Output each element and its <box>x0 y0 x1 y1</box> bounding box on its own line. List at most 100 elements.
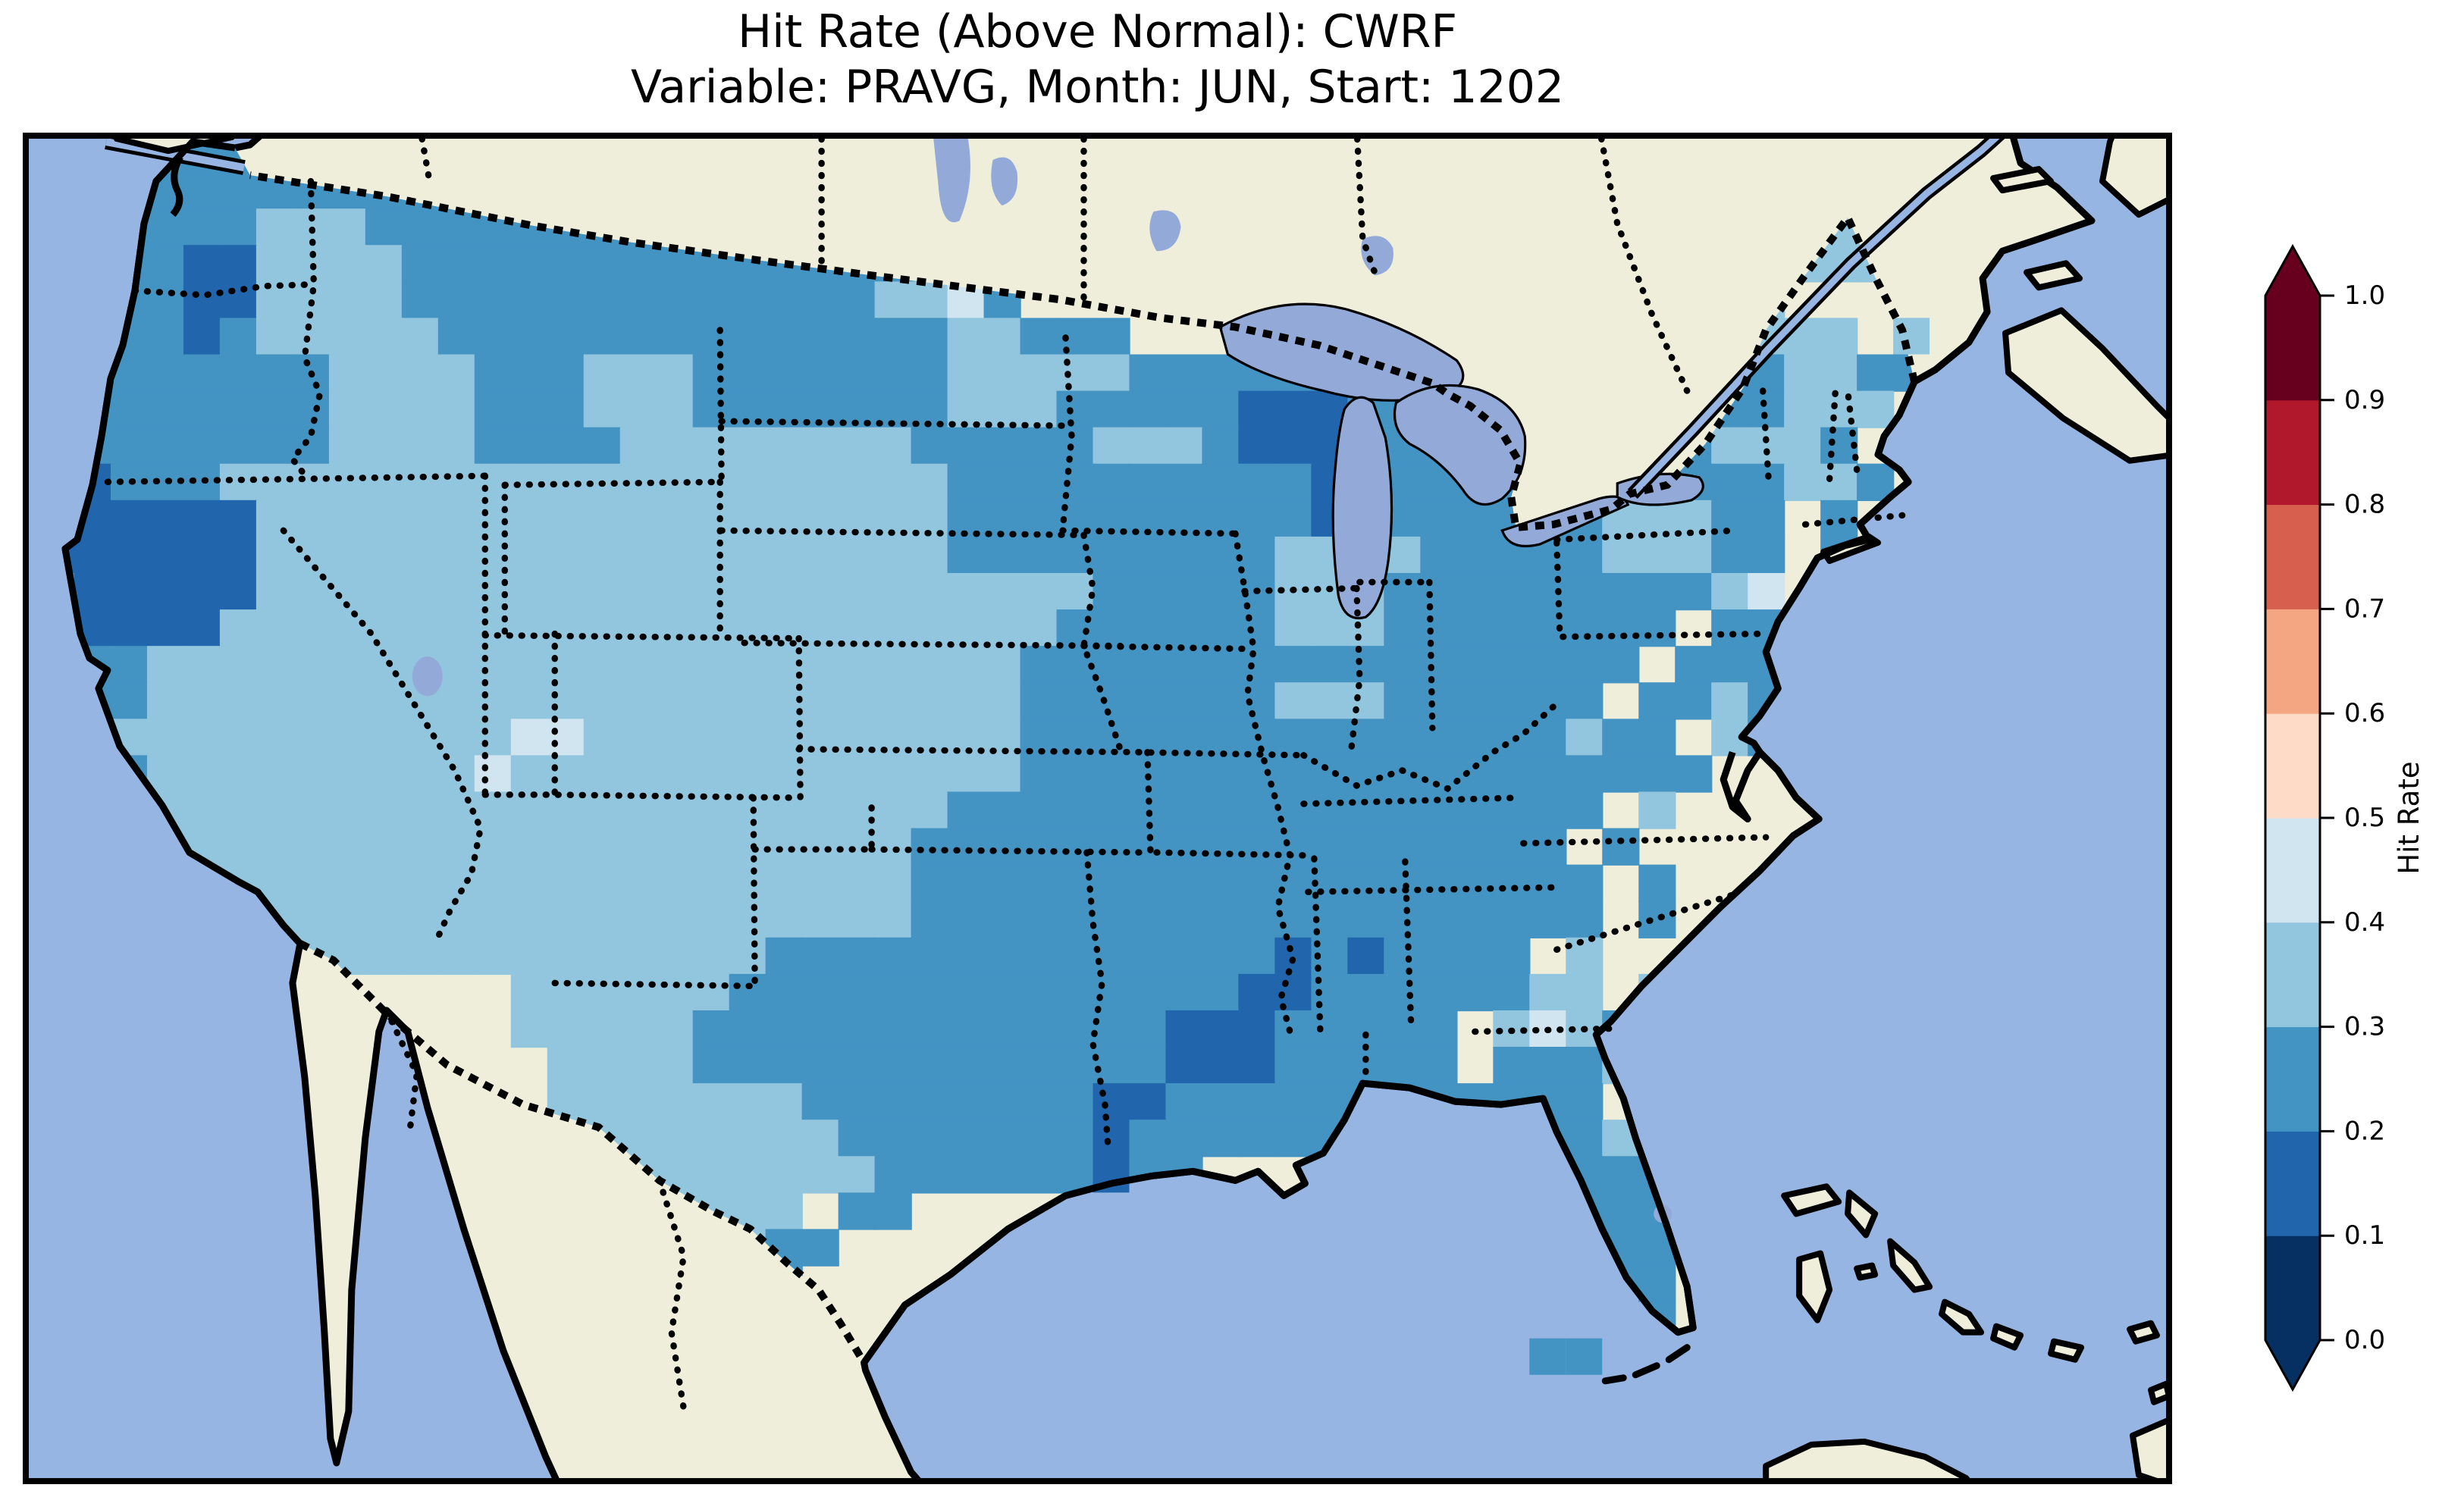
grid-cell <box>1092 900 1130 938</box>
grid-cell <box>874 973 912 1012</box>
grid-cell <box>729 427 766 465</box>
grid-cell <box>292 791 331 829</box>
border-ks-ok <box>795 746 1148 756</box>
grid-cell <box>765 864 803 902</box>
grid-cell <box>583 281 621 319</box>
grid-cell <box>255 463 294 502</box>
grid-cell <box>838 463 876 502</box>
grid-cell <box>583 245 621 283</box>
grid-cell <box>110 536 149 575</box>
border-ar-la <box>1153 849 1312 859</box>
grid-cell <box>656 318 694 355</box>
grid-cell <box>692 682 730 720</box>
grid-cell <box>656 572 694 611</box>
grid-cell <box>1129 536 1167 575</box>
grid-cell <box>692 646 730 684</box>
grid-cell <box>146 646 185 684</box>
grid-cell <box>729 973 766 1012</box>
border-sd-ne <box>718 527 1087 539</box>
grid-cell <box>401 572 440 611</box>
grid-cell <box>1020 1047 1058 1085</box>
st-lawrence-river <box>1627 133 2012 500</box>
grid-cell <box>801 281 839 319</box>
colorbar-tick-label: 0.4 <box>2344 907 2385 938</box>
grid-cell <box>801 791 839 829</box>
border-nm-south <box>551 979 757 990</box>
grid-cell <box>365 427 403 465</box>
grid-cell <box>365 281 403 319</box>
grid-cell <box>947 1156 985 1194</box>
grid-cell <box>365 390 403 428</box>
grid-cell <box>1092 536 1130 575</box>
grid-cell <box>583 828 621 866</box>
grid-cell <box>510 318 548 355</box>
grid-cell-offshore <box>1529 1338 1566 1375</box>
grid-cell <box>1529 828 1567 866</box>
grid-cell <box>911 1083 948 1121</box>
grid-cell <box>474 900 512 938</box>
grid-cell <box>1748 427 1785 465</box>
grid-cell <box>692 1156 730 1194</box>
colorbar-label: Hit Rate <box>2393 761 2425 874</box>
grid-cell <box>1420 572 1458 611</box>
grid-cell <box>947 1083 985 1121</box>
grid-cell <box>692 791 730 829</box>
grid-cell <box>1347 1010 1385 1048</box>
grid-cell <box>510 755 548 793</box>
grid-cell <box>1165 719 1203 756</box>
grid-cell <box>1566 609 1603 647</box>
grid-cell <box>583 536 621 575</box>
grid-cell <box>255 755 294 793</box>
grid-cell <box>1238 646 1276 684</box>
grid-cell <box>583 864 621 902</box>
grid-cell <box>874 1010 912 1048</box>
border-in-oh <box>1426 578 1436 731</box>
grid-cell <box>801 463 839 502</box>
grid-cell <box>983 463 1021 502</box>
grid-cell <box>1020 390 1058 428</box>
grid-cell <box>1493 755 1531 793</box>
border-ga-fl <box>1472 1025 1615 1035</box>
grid-cell <box>1384 828 1422 866</box>
grid-cell <box>401 390 440 428</box>
islands <box>111 133 2172 1484</box>
grid-cell <box>547 609 585 647</box>
grid-cell <box>1347 1047 1385 1085</box>
grid-cell <box>474 682 512 720</box>
grid-cell <box>656 390 694 428</box>
grid-cell <box>801 1229 839 1267</box>
grid-cell <box>656 536 694 575</box>
grid-cell <box>1566 973 1603 1012</box>
grid-cell <box>365 900 403 938</box>
grid-cell <box>1056 791 1094 829</box>
grid-cell <box>437 208 475 246</box>
grid-cell <box>255 572 294 611</box>
grid-cell <box>1566 572 1603 611</box>
border-tn-south <box>1305 884 1560 895</box>
grid-cell <box>1748 500 1785 538</box>
grid-cell <box>911 536 948 575</box>
grid-cell <box>547 828 585 866</box>
grid-cell <box>947 463 985 502</box>
grid-cell <box>1566 536 1603 575</box>
grid-cell <box>1566 1047 1603 1085</box>
grid-cell <box>765 318 803 355</box>
grid-cell <box>765 900 803 938</box>
grid-cell <box>838 1047 876 1085</box>
grid-cell <box>1238 791 1276 829</box>
grid-cell <box>328 245 367 283</box>
grid-cell <box>947 682 985 720</box>
grid-cell <box>1129 390 1167 428</box>
grid-cell <box>1311 609 1349 647</box>
grid-cell <box>583 900 621 938</box>
grid-cell <box>510 390 548 428</box>
gulf-atlantic-coast <box>861 380 1918 1365</box>
grid-cell <box>1020 828 1058 866</box>
grid-cell <box>365 937 403 976</box>
grid-cell <box>874 646 912 684</box>
grid-cell <box>1020 1156 1058 1194</box>
grid-cell <box>838 682 876 720</box>
grid-cell <box>1638 572 1676 611</box>
grid-cell <box>510 427 548 465</box>
grid-cell <box>1092 318 1130 355</box>
